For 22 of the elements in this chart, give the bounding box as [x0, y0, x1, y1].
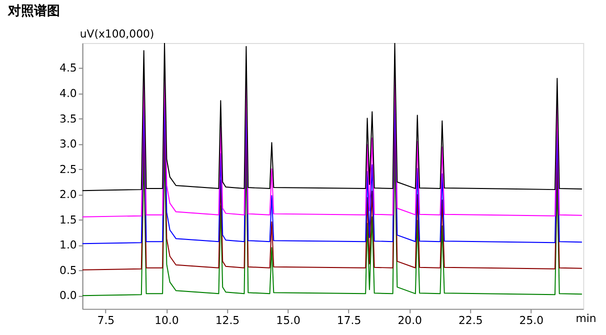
x-tick-label: 15.0: [276, 314, 300, 328]
y-tick-label: 0.5: [60, 264, 77, 277]
y-tick-label: 3.0: [60, 138, 77, 151]
x-axis-title: min: [576, 312, 596, 326]
x-tick-label: 10.0: [154, 314, 179, 328]
y-tick-label: 2.0: [60, 188, 77, 202]
y-tick-label: 1.0: [60, 238, 77, 252]
y-tick-label: 0.0: [60, 289, 77, 302]
y-tick-label: 3.5: [60, 112, 77, 126]
y-tick-label: 1.5: [60, 213, 77, 226]
x-tick-label: 12.5: [215, 314, 240, 328]
x-tick-label: 7.5: [97, 314, 115, 328]
x-tick-label: 22.5: [458, 314, 483, 328]
y-axis-title: uV(x100,000): [80, 28, 154, 41]
chart-title: 对照谱图: [6, 3, 60, 20]
y-tick-label: 2.5: [60, 162, 77, 176]
y-tick-label: 4.0: [60, 87, 77, 100]
line-series: [82, 43, 582, 192]
x-tick-label: 20.0: [398, 314, 422, 328]
y-tick-label: 4.5: [60, 62, 77, 75]
x-tick-label: 25.0: [519, 314, 544, 328]
x-tick-label: 17.5: [336, 314, 362, 328]
